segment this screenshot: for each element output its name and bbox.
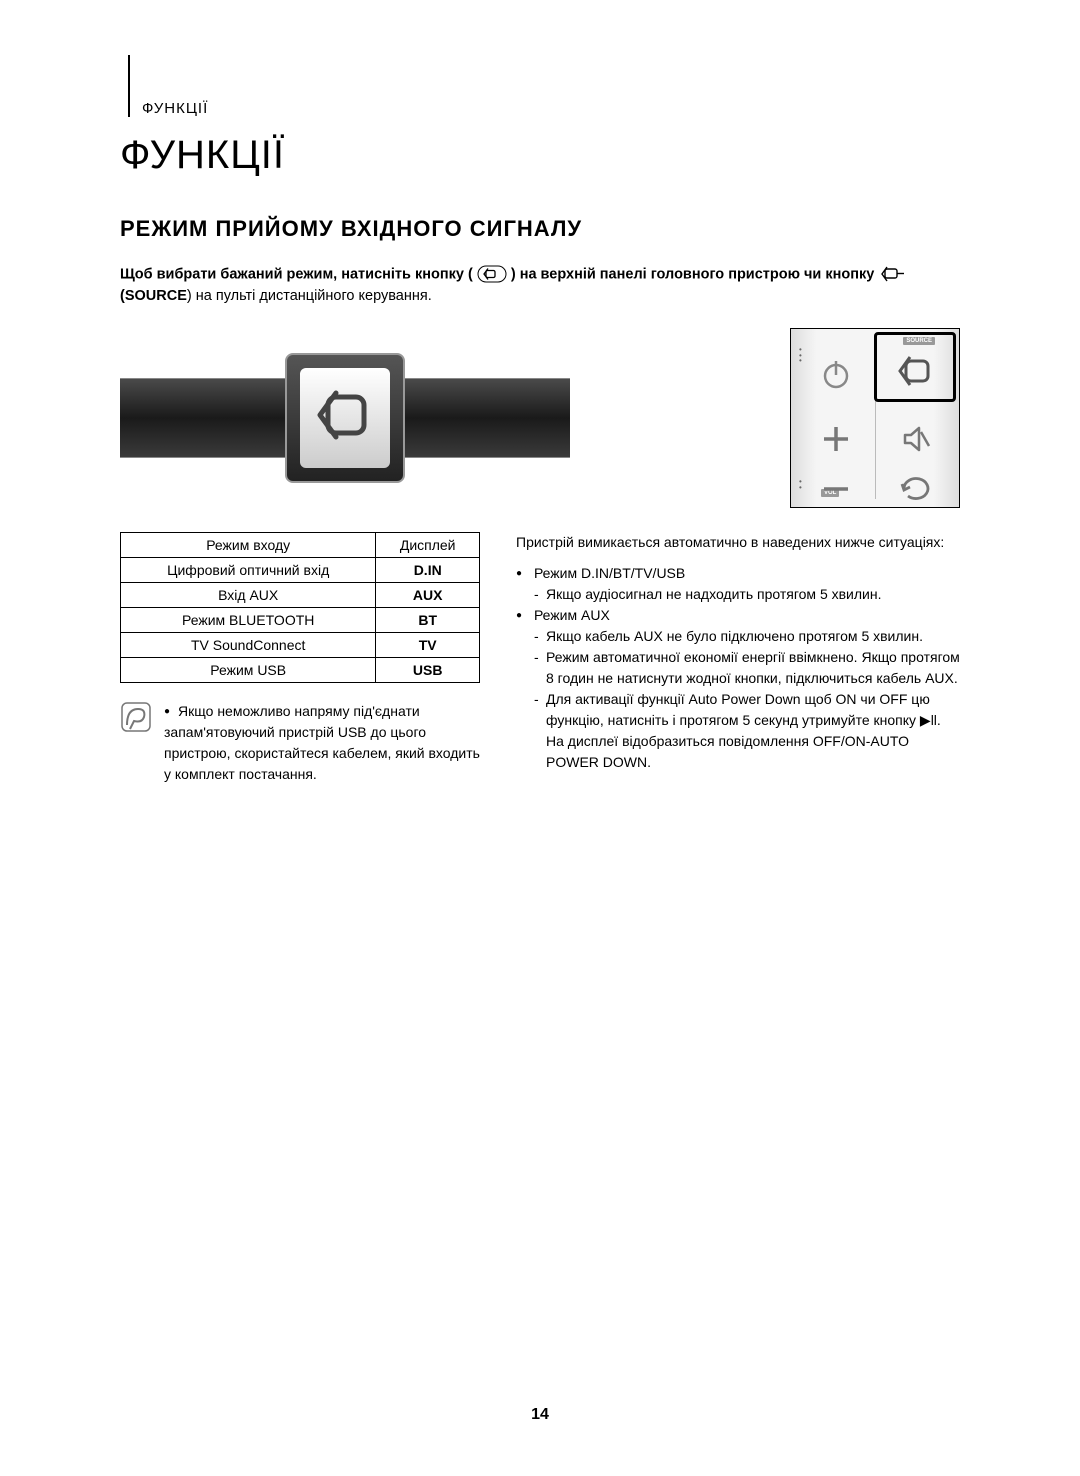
power-icon bbox=[811, 349, 861, 399]
section-subtitle: РЕЖИМ ПРИЙОМУ ВХІДНОГО СИГНАЛУ bbox=[120, 216, 960, 242]
images-row: SOURCE VOL ••• •• bbox=[120, 328, 960, 508]
sub-item: Якщо кабель AUX не було підключено протя… bbox=[534, 626, 960, 647]
source-arrow-icon bbox=[878, 264, 904, 286]
table-row: Цифровий оптичний вхідD.IN bbox=[121, 558, 480, 583]
list-item: Режим AUX Якщо кабель AUX не було підклю… bbox=[516, 605, 960, 773]
sub-item: Якщо аудіосигнал не надходить протягом 5… bbox=[534, 584, 960, 605]
auto-off-intro: Пристрій вимикається автоматично в навед… bbox=[516, 532, 960, 553]
remote-illustration: SOURCE VOL ••• •• bbox=[790, 328, 960, 508]
note-icon bbox=[120, 701, 152, 733]
header-vertical-rule bbox=[128, 55, 130, 117]
page-number: 14 bbox=[0, 1406, 1080, 1424]
mute-icon bbox=[891, 414, 941, 464]
source-pill-icon bbox=[477, 264, 507, 286]
two-column-layout: Режим входу Дисплей Цифровий оптичний вх… bbox=[120, 532, 960, 785]
table-row: TV SoundConnectTV bbox=[121, 633, 480, 658]
intro-text-1: Щоб вибрати бажаний режим, натисніть кно… bbox=[120, 267, 473, 283]
plus-icon bbox=[811, 414, 861, 464]
table-row: Режим входу Дисплей bbox=[121, 533, 480, 558]
intro-paragraph: Щоб вибрати бажаний режим, натисніть кно… bbox=[120, 264, 960, 308]
table-header: Дисплей bbox=[376, 533, 480, 558]
page-content: ФУНКЦІЇ ФУНКЦІЇ РЕЖИМ ПРИЙОМУ ВХІДНОГО С… bbox=[0, 0, 1080, 845]
note-list: Якщо неможливо напряму під'єднати запам'… bbox=[164, 701, 480, 785]
minus-icon bbox=[811, 474, 861, 504]
remote-source-label: SOURCE bbox=[903, 337, 935, 345]
table-row: Режим USBUSB bbox=[121, 658, 480, 683]
table-header: Режим входу bbox=[121, 533, 376, 558]
table-row: Режим BLUETOOTHBT bbox=[121, 608, 480, 633]
sub-item: Режим автоматичної економії енергії ввім… bbox=[534, 647, 960, 689]
intro-text-3b: ) на пульті дистанційного керування. bbox=[187, 288, 432, 304]
list-item-label: Режим AUX bbox=[534, 607, 610, 623]
intro-source-label: SOURCE bbox=[125, 288, 187, 304]
note-text: Якщо неможливо напряму під'єднати запам'… bbox=[164, 703, 480, 782]
intro-text-2: ) на верхній панелі головного пристрою ч… bbox=[511, 267, 874, 283]
repeat-icon bbox=[891, 471, 941, 507]
list-item-label: Режим D.IN/BT/TV/USB bbox=[534, 565, 685, 581]
section-header-small: ФУНКЦІЇ bbox=[142, 100, 960, 117]
list-item: Режим D.IN/BT/TV/USB Якщо аудіосигнал не… bbox=[516, 563, 960, 605]
source-button-icon bbox=[314, 389, 376, 447]
soundbar-illustration bbox=[120, 343, 570, 493]
page-title: ФУНКЦІЇ bbox=[120, 133, 960, 178]
input-modes-table: Режим входу Дисплей Цифровий оптичний вх… bbox=[120, 532, 480, 683]
right-column: Пристрій вимикається автоматично в навед… bbox=[516, 532, 960, 785]
note-block: Якщо неможливо напряму під'єднати запам'… bbox=[120, 701, 480, 785]
remote-source-icon bbox=[891, 347, 941, 397]
auto-off-list: Режим D.IN/BT/TV/USB Якщо аудіосигнал не… bbox=[516, 563, 960, 773]
sub-item: Для активації функції Auto Power Down що… bbox=[534, 689, 960, 773]
left-column: Режим входу Дисплей Цифровий оптичний вх… bbox=[120, 532, 480, 785]
table-row: Вхід AUXAUX bbox=[121, 583, 480, 608]
